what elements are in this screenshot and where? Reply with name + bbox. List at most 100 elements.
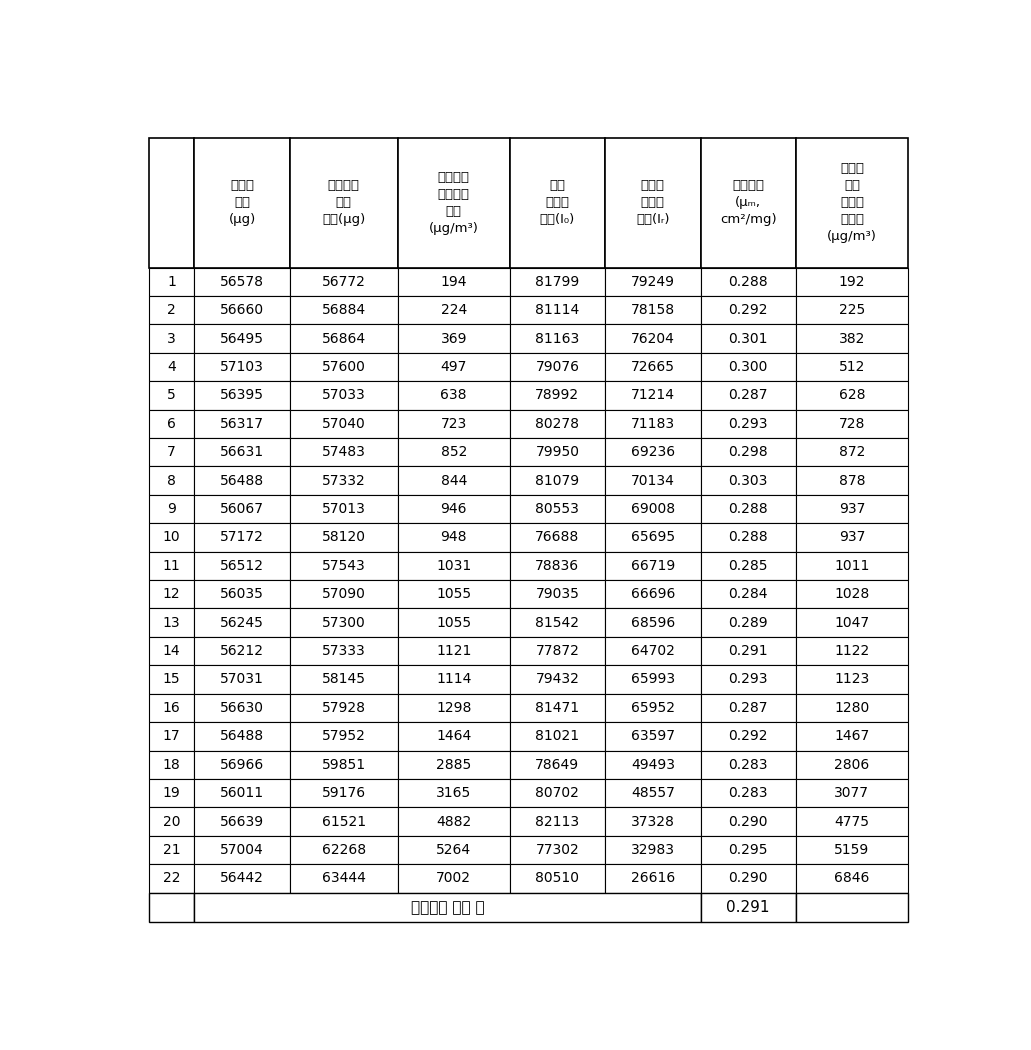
Text: 56495: 56495 — [221, 332, 264, 345]
Bar — [195, 666, 290, 694]
Text: 69236: 69236 — [631, 445, 675, 459]
Text: 56772: 56772 — [322, 275, 366, 289]
Bar — [195, 751, 290, 779]
Text: 57332: 57332 — [322, 474, 366, 487]
Bar — [398, 722, 509, 751]
Text: 56035: 56035 — [221, 587, 264, 602]
Text: 723: 723 — [440, 417, 467, 430]
Text: 0.291: 0.291 — [729, 644, 768, 658]
Text: 1123: 1123 — [834, 672, 869, 687]
Bar — [509, 779, 605, 807]
Bar — [195, 694, 290, 722]
Bar — [605, 694, 700, 722]
Text: 80510: 80510 — [535, 872, 579, 885]
Text: 69008: 69008 — [631, 502, 675, 516]
Text: 7002: 7002 — [436, 872, 471, 885]
Text: 0.288: 0.288 — [729, 502, 768, 516]
Text: 1280: 1280 — [834, 701, 869, 715]
Text: 56488: 56488 — [220, 474, 264, 487]
Bar — [290, 438, 398, 466]
Text: 0.289: 0.289 — [729, 615, 768, 630]
Text: 57333: 57333 — [322, 644, 366, 658]
Bar — [700, 324, 796, 353]
Text: 56578: 56578 — [221, 275, 264, 289]
Bar — [398, 779, 509, 807]
Bar — [605, 864, 700, 892]
Bar — [290, 608, 398, 637]
Text: 77872: 77872 — [535, 644, 579, 658]
Bar — [509, 637, 605, 666]
Text: 79035: 79035 — [535, 587, 579, 602]
Bar — [796, 779, 908, 807]
Text: 0.292: 0.292 — [729, 730, 768, 743]
Bar — [398, 637, 509, 666]
Bar — [195, 779, 290, 807]
Bar — [796, 666, 908, 694]
Text: 15: 15 — [163, 672, 180, 687]
Bar — [148, 324, 195, 353]
Bar — [796, 268, 908, 296]
Text: 12: 12 — [163, 587, 180, 602]
Bar — [605, 296, 700, 324]
Text: 1031: 1031 — [436, 559, 471, 573]
Bar — [796, 438, 908, 466]
Bar — [605, 324, 700, 353]
Text: 81799: 81799 — [535, 275, 579, 289]
Text: 4775: 4775 — [834, 815, 869, 828]
Text: 6846: 6846 — [834, 872, 869, 885]
Text: 0.290: 0.290 — [729, 872, 768, 885]
Bar — [398, 410, 509, 438]
Text: 1047: 1047 — [834, 615, 869, 630]
Text: 10: 10 — [163, 530, 180, 545]
Bar — [195, 580, 290, 608]
Text: 5159: 5159 — [834, 843, 869, 857]
Bar — [195, 466, 290, 495]
Text: 68596: 68596 — [631, 615, 675, 630]
Bar — [195, 836, 290, 864]
Text: 79432: 79432 — [535, 672, 579, 687]
Text: 844: 844 — [440, 474, 467, 487]
Bar — [700, 608, 796, 637]
Bar — [398, 523, 509, 551]
Text: 82113: 82113 — [535, 815, 579, 828]
Bar — [398, 381, 509, 410]
Text: 57543: 57543 — [322, 559, 366, 573]
Bar — [796, 551, 908, 580]
Bar — [605, 751, 700, 779]
Bar — [148, 353, 195, 381]
Bar — [796, 807, 908, 836]
Bar — [148, 608, 195, 637]
Bar — [398, 666, 509, 694]
Bar — [148, 551, 195, 580]
Bar — [605, 139, 700, 268]
Text: 1011: 1011 — [834, 559, 869, 573]
Bar — [195, 722, 290, 751]
Text: 79076: 79076 — [535, 360, 579, 374]
Bar — [796, 381, 908, 410]
Text: 2885: 2885 — [436, 758, 471, 772]
Text: 17: 17 — [163, 730, 180, 743]
Bar — [290, 694, 398, 722]
Text: 56966: 56966 — [220, 758, 264, 772]
Bar — [398, 751, 509, 779]
Text: 0.293: 0.293 — [729, 672, 768, 687]
Text: 22: 22 — [163, 872, 180, 885]
Bar — [509, 551, 605, 580]
Text: 71183: 71183 — [631, 417, 675, 430]
Text: 81021: 81021 — [535, 730, 579, 743]
Bar — [290, 324, 398, 353]
Bar — [398, 807, 509, 836]
Bar — [700, 381, 796, 410]
Bar — [290, 666, 398, 694]
Text: 64702: 64702 — [631, 644, 674, 658]
Text: 76688: 76688 — [535, 530, 579, 545]
Text: 57004: 57004 — [221, 843, 264, 857]
Text: 56245: 56245 — [221, 615, 264, 630]
Bar — [700, 722, 796, 751]
Text: 76204: 76204 — [631, 332, 674, 345]
Bar — [290, 523, 398, 551]
Text: 18: 18 — [163, 758, 180, 772]
Bar — [700, 779, 796, 807]
Text: 56864: 56864 — [322, 332, 366, 345]
Bar — [605, 353, 700, 381]
